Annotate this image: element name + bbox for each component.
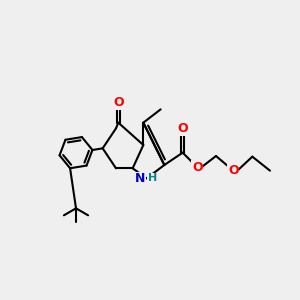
Text: O: O: [177, 122, 188, 136]
Text: O: O: [228, 164, 238, 177]
Text: H: H: [148, 173, 157, 183]
Text: O: O: [113, 96, 124, 109]
Text: O: O: [192, 161, 202, 174]
Text: N: N: [135, 172, 146, 185]
